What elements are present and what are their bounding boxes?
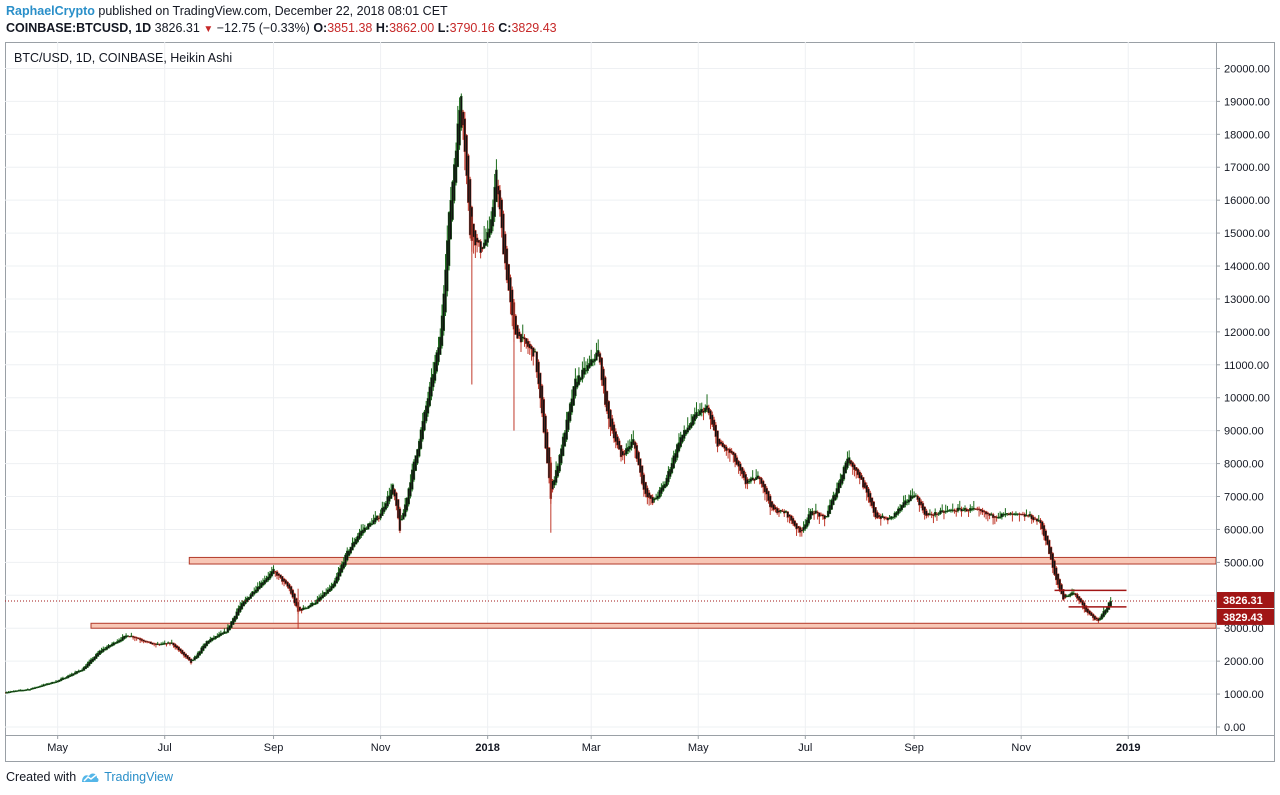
- time-tick-label: 2019: [1116, 742, 1140, 754]
- candle-body: [747, 481, 751, 483]
- candle-body: [697, 414, 700, 416]
- chart-title: BTC/USD, 1D, COINBASE, Heikin Ashi: [14, 51, 232, 65]
- open-value: 3851.38: [327, 21, 373, 35]
- price-tick-label: 19000.00: [1224, 96, 1270, 108]
- price-tick-label: 7000.00: [1224, 492, 1264, 504]
- time-tick-label: Sep: [904, 742, 924, 754]
- tradingview-link[interactable]: TradingView: [104, 770, 173, 784]
- price-tick-label: 15000.00: [1224, 228, 1270, 240]
- close-value: 3829.43: [511, 21, 557, 35]
- author-link[interactable]: RaphaelCrypto: [6, 4, 95, 18]
- price-tick-label: 13000.00: [1224, 294, 1270, 306]
- price-tick-label: 12000.00: [1224, 327, 1270, 339]
- price-axis[interactable]: 20000.00 19000.00 18000.00 17000.00 16000.00…: [1216, 63, 1270, 734]
- price-tick-label: 9000.00: [1224, 426, 1264, 438]
- time-tick-label: May: [688, 742, 709, 754]
- candle-body: [28, 689, 31, 691]
- price-tick-label: 5000.00: [1224, 557, 1264, 569]
- price-tick-label: 1000.00: [1224, 689, 1264, 701]
- close-label: C:: [498, 21, 512, 35]
- time-tick-label: May: [47, 742, 68, 754]
- candle-body: [955, 510, 958, 512]
- price-overlays: [5, 589, 1216, 608]
- symbol-label: COINBASE:BTCUSD, 1D: [6, 21, 152, 35]
- price-tag-label: 3826.31: [1223, 595, 1263, 607]
- time-tick-label: Jul: [158, 742, 172, 754]
- candle-body: [970, 508, 974, 511]
- price-tags: 3826.31 3829.43: [1217, 592, 1274, 625]
- candle-body: [1109, 601, 1112, 607]
- time-tick-label: Sep: [264, 742, 284, 754]
- created-with-text: Created with: [6, 770, 77, 784]
- price-tick-label: 17000.00: [1224, 162, 1270, 174]
- price-tick-label: 3000.00: [1224, 623, 1264, 635]
- time-axis[interactable]: May Jul Sep Nov 2018 Mar May Jul Sep Nov 2019: [47, 735, 1140, 754]
- open-label: O:: [313, 21, 328, 35]
- time-tick-label: Mar: [582, 742, 601, 754]
- price-tick-label: 16000.00: [1224, 195, 1270, 207]
- tradingview-logo-icon: [82, 773, 99, 782]
- time-tick-label: Jul: [798, 742, 812, 754]
- price-tag: [1217, 608, 1274, 625]
- price-tick-label: 0.00: [1224, 722, 1245, 734]
- price-tick-label: 6000.00: [1224, 524, 1264, 536]
- time-tick-label: 2018: [475, 742, 499, 754]
- candles: [3, 93, 1112, 694]
- price-tick-label: 2000.00: [1224, 656, 1264, 668]
- price-tick-label: 14000.00: [1224, 261, 1270, 273]
- candle-body: [962, 509, 965, 512]
- price-tick-label: 11000.00: [1224, 360, 1269, 372]
- chart-frame: [5, 42, 1275, 762]
- candle-body: [400, 518, 403, 521]
- price-tick-label: 8000.00: [1224, 459, 1264, 471]
- ohlc-line: COINBASE:BTCUSD, 1D 3826.31 ▼ −12.75 (−0…: [6, 21, 557, 35]
- price-tick-label: 20000.00: [1224, 63, 1270, 75]
- high-label: H:: [375, 21, 390, 35]
- price-tag: [1217, 592, 1274, 609]
- published-text: published on TradingView.com, December 2…: [94, 4, 448, 18]
- publish-line: RaphaelCrypto published on TradingView.c…: [6, 4, 448, 18]
- low-value: 3790.16: [449, 21, 495, 35]
- support-zone: [90, 622, 1217, 629]
- last-price: 3826.31: [154, 21, 200, 35]
- price-tag-label: 3829.43: [1223, 612, 1263, 624]
- price-tick-label: 10000.00: [1224, 393, 1270, 405]
- price-tick-label: 18000.00: [1224, 129, 1270, 141]
- down-triangle-icon: ▼: [203, 24, 214, 35]
- time-tick-label: Nov: [371, 742, 391, 754]
- price-change: −12.75 (−0.33%): [216, 21, 310, 35]
- high-value: 3862.00: [389, 21, 435, 35]
- candle-body: [165, 643, 168, 645]
- price-chart[interactable]: 20000.00 19000.00 18000.00 17000.00 16000.00…: [3, 42, 1275, 762]
- chart-container[interactable]: 20000.00 19000.00 18000.00 17000.00 16000.00…: [3, 42, 1275, 762]
- candle-body: [377, 517, 381, 520]
- low-label: L:: [437, 21, 450, 35]
- candle-body: [1067, 595, 1070, 598]
- candle-body: [812, 513, 816, 515]
- candle-body: [224, 632, 228, 634]
- time-tick-label: Nov: [1011, 742, 1031, 754]
- footer: Created with TradingView: [6, 770, 173, 784]
